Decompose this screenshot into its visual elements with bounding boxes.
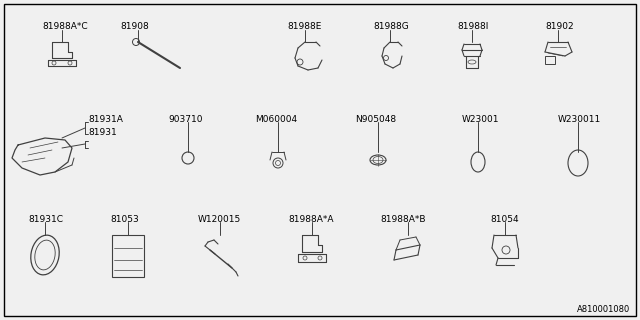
Text: 81988A*C: 81988A*C	[42, 22, 88, 31]
Text: W230011: W230011	[558, 115, 601, 124]
Text: 81931A: 81931A	[88, 115, 123, 124]
Text: 81988A*B: 81988A*B	[380, 215, 426, 224]
Text: 81053: 81053	[110, 215, 139, 224]
Text: W120015: W120015	[198, 215, 241, 224]
Text: 81908: 81908	[120, 22, 148, 31]
Text: 81054: 81054	[490, 215, 518, 224]
Bar	[112, 235, 144, 277]
Text: 81988A*A: 81988A*A	[288, 215, 333, 224]
Text: M060004: M060004	[255, 115, 297, 124]
Text: N905048: N905048	[355, 115, 396, 124]
Text: W23001: W23001	[462, 115, 499, 124]
Text: 903710: 903710	[168, 115, 202, 124]
Text: 81988I: 81988I	[457, 22, 488, 31]
Text: 81988E: 81988E	[287, 22, 321, 31]
Bar	[545, 56, 555, 64]
Text: 81931C: 81931C	[28, 215, 63, 224]
Text: 81931: 81931	[88, 128, 116, 137]
Text: 81988G: 81988G	[373, 22, 409, 31]
Text: A810001080: A810001080	[577, 305, 630, 314]
Text: 81902: 81902	[545, 22, 573, 31]
